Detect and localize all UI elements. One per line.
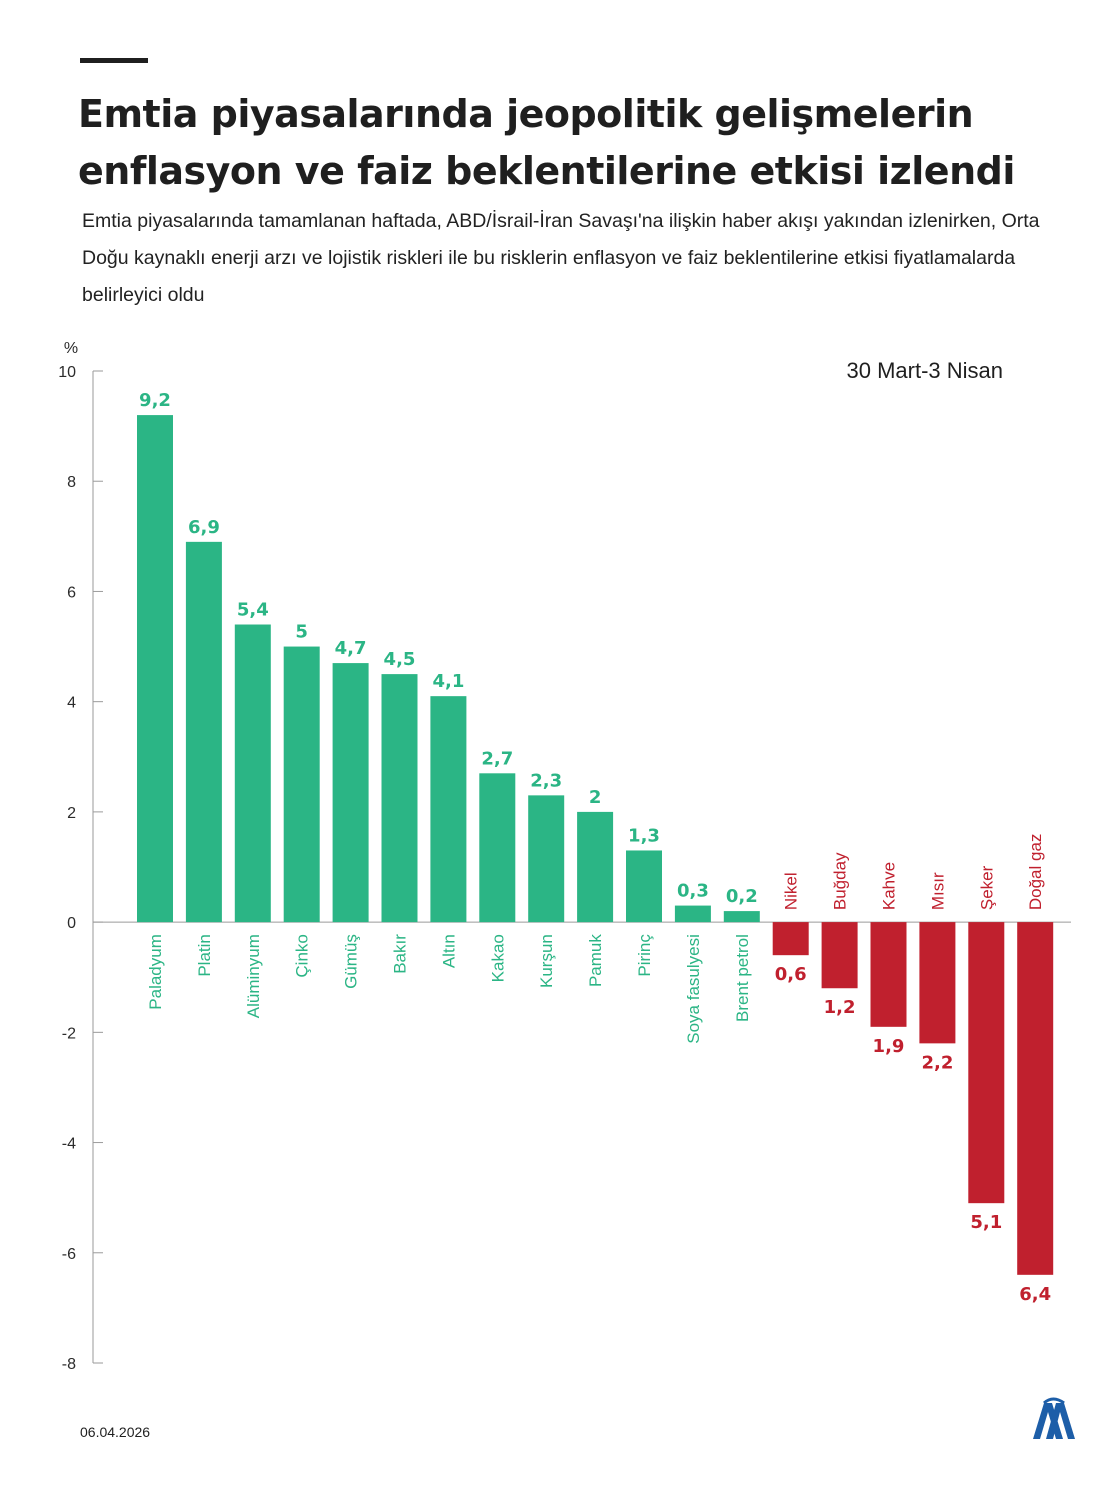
bar-value-label: 1,9 — [873, 1036, 905, 1057]
bar-value-label: 0,6 — [775, 964, 807, 985]
bar-value-label: 6,4 — [1019, 1284, 1051, 1305]
bar-value-label: 5,1 — [970, 1212, 1002, 1233]
bar — [479, 773, 516, 923]
bar-category-label: Paladyum — [146, 934, 165, 1010]
bar — [919, 922, 956, 1044]
bar-category-label: Pamuk — [586, 934, 605, 987]
bar — [332, 663, 369, 923]
y-tick-label: 8 — [67, 474, 76, 491]
bar-value-label: 1,3 — [628, 825, 660, 846]
bar-value-label: 6,9 — [188, 517, 220, 538]
aa-logo — [1030, 1395, 1076, 1446]
bar-value-label: 4,7 — [335, 638, 367, 659]
bar — [772, 922, 809, 956]
bar — [577, 811, 614, 923]
bar-value-label: 0,2 — [726, 886, 758, 907]
bar-category-label: Soya fasulyesi — [684, 934, 703, 1044]
bar-category-label: Gümüş — [342, 934, 361, 989]
bar-category-label: Platin — [195, 934, 214, 977]
y-tick-label: 2 — [67, 805, 76, 822]
y-tick-label: -2 — [62, 1025, 76, 1042]
bar — [430, 696, 467, 923]
bar-category-label: Şeker — [977, 865, 996, 910]
bar — [821, 922, 858, 989]
bar-value-label: 2,7 — [481, 748, 513, 769]
y-tick-label: 4 — [67, 695, 76, 712]
bar — [381, 674, 418, 923]
bar — [185, 541, 222, 923]
y-axis-unit-label: % — [64, 340, 78, 357]
bar-value-label: 9,2 — [139, 390, 171, 411]
bar-category-label: Kurşun — [537, 934, 556, 988]
bar-category-label: Kakao — [488, 934, 507, 982]
bar-value-label: 5 — [295, 622, 308, 643]
bar-value-label: 4,1 — [432, 671, 464, 692]
bar-value-label: 5,4 — [237, 600, 269, 621]
bar — [674, 905, 711, 923]
bar-category-label: Altın — [439, 934, 458, 968]
footer-date: 06.04.2026 — [80, 1424, 151, 1440]
aa-logo-icon — [1033, 1397, 1075, 1439]
bar — [723, 911, 760, 923]
page-title: Emtia piyasalarında jeopolitik gelişmele… — [78, 92, 1015, 193]
y-tick-label: 6 — [67, 584, 76, 601]
bar-category-label: Pirinç — [635, 934, 654, 977]
bar-value-label: 4,5 — [384, 649, 416, 670]
y-tick-label: -4 — [62, 1136, 76, 1153]
bar — [528, 795, 565, 923]
bar-value-label: 0,3 — [677, 881, 709, 902]
y-tick-label: -8 — [62, 1356, 76, 1373]
top-rule — [80, 58, 148, 63]
bar — [968, 922, 1005, 1204]
bar-category-label: Doğal gaz — [1026, 834, 1045, 911]
period-label: 30 Mart-3 Nisan — [846, 358, 1003, 383]
bar-value-label: 2,2 — [921, 1052, 953, 1073]
bar-category-label: Çinko — [293, 934, 312, 977]
bar-category-label: Kahve — [880, 862, 899, 910]
y-tick-label: 0 — [67, 915, 76, 932]
bar-category-label: Bakır — [391, 934, 410, 974]
y-tick-label: -6 — [62, 1246, 76, 1263]
bar — [137, 415, 173, 923]
bar-category-label: Mısır — [928, 872, 947, 910]
bar — [283, 646, 320, 923]
page-subtitle: Emtia piyasalarında tamamlanan haftada, … — [82, 210, 1040, 306]
bar — [1017, 922, 1054, 1275]
bar — [234, 624, 271, 923]
bar-category-label: Alüminyum — [244, 934, 263, 1018]
bar-value-label: 2 — [589, 787, 602, 808]
bar — [870, 922, 907, 1027]
bar-category-label: Buğday — [831, 852, 850, 910]
y-tick-label: 10 — [58, 364, 76, 381]
bar-category-label: Nikel — [782, 872, 801, 910]
bar-value-label: 2,3 — [530, 770, 562, 791]
bar-category-label: Brent petrol — [733, 934, 752, 1022]
bar — [626, 850, 662, 923]
bar-value-label: 1,2 — [824, 997, 856, 1018]
